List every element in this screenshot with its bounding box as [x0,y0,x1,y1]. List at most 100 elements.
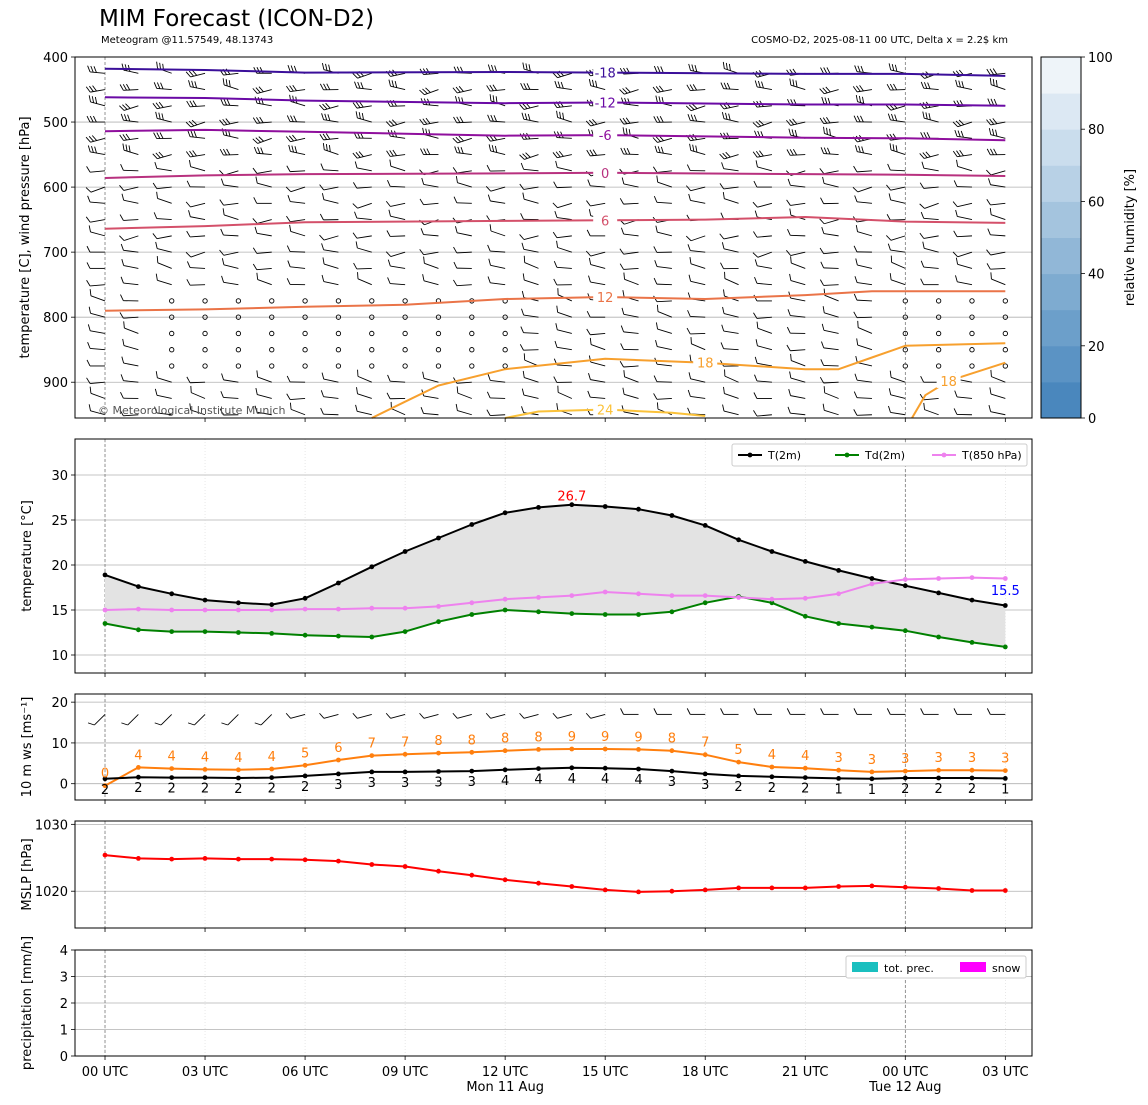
barb-flag [494,65,498,73]
y-tick-label: 700 [43,246,68,261]
barb-flag [819,247,825,254]
wind-barb [219,249,239,256]
wind-barb [352,232,372,239]
barb-staff [790,412,806,416]
wind-barb [386,392,406,400]
mean-value-label: 2 [301,780,309,795]
barb-flag [489,84,494,91]
data-point [102,607,108,613]
barb-flag [726,132,731,139]
barb-flag [354,81,358,89]
barb-flag [128,145,131,153]
mean-value-label: 2 [801,782,809,797]
panel-frame [74,820,1033,929]
wind-barb [488,258,506,269]
barb-flag [419,249,425,256]
barb-flag [986,169,992,176]
barb-flag [719,233,725,240]
wind-barb [320,407,339,416]
wind-barb [286,84,306,93]
barb-flag [792,118,798,125]
barb-staff [457,232,472,237]
barb-staff [757,166,773,172]
barb-flag [826,117,831,124]
barb-flag [186,180,191,188]
barb-staff [824,219,839,225]
calm-wind-marker [369,330,375,337]
wind-barb [285,134,306,143]
barb-flag [686,708,691,715]
mean-value-label: 3 [468,775,476,790]
wind-barb [853,165,872,173]
barb-flag [788,389,791,396]
data-point [936,767,941,773]
barb-flag [619,89,625,95]
wind-barb [786,148,806,156]
barb-flag [919,232,925,239]
wind-barb [152,233,172,240]
wind-barb [986,708,1006,715]
barb-flag [653,246,658,253]
data-point [502,877,508,883]
barb-flag [552,202,558,209]
barb-flag [520,213,524,220]
barb-flag [524,113,528,120]
barb-flag [519,234,525,240]
barb-flag [825,86,831,93]
barb-staff [656,381,672,383]
calm-wind-marker [202,330,208,337]
barb-flag [186,261,191,268]
barb-flag [119,105,125,111]
wind-barb [787,406,806,416]
barb-flag [291,145,294,153]
barb-flag [920,211,925,219]
mean-value-label: 4 [501,774,509,789]
wind-barb [522,192,539,204]
barb-flag [460,147,464,154]
barb-flag [753,312,758,319]
barb-staff [623,365,639,368]
wind-barb [853,391,872,399]
wind-barb [990,369,1006,383]
wind-barb [789,78,806,90]
wind-barb [252,218,272,224]
data-point [469,600,475,606]
barb-flag [555,160,558,168]
wind-barb [186,230,206,238]
data-point [902,628,908,634]
barb-staff [190,121,206,128]
calm-wind-marker [969,363,975,369]
barb-flag [789,119,795,125]
barb-flag [189,403,192,411]
data-point [436,750,441,756]
barb-flag [787,406,791,414]
gust-value-label: 0 [101,767,109,782]
barb-flag [824,97,828,105]
barb-staff [490,282,506,286]
barb-flag [357,272,359,279]
barb-staff [623,331,639,334]
wind-barb [952,149,973,158]
barb-staff [290,100,306,107]
barb-staff [90,151,106,156]
x-tick-label: 18 UTC [682,1065,728,1080]
data-point [336,580,341,586]
gust-value-label: 7 [701,736,709,751]
wind-barb [690,337,706,351]
barb-flag [720,212,724,220]
wind-barb [419,712,439,719]
barb-staff [890,89,906,91]
wind-barb [419,249,439,256]
barb-staff [190,105,206,108]
wind-barb [119,235,139,241]
barb-flag [728,113,731,121]
wind-barb [419,219,439,226]
barb-staff [557,72,572,79]
wind-barb [589,337,606,351]
data-point [202,767,208,772]
wind-barb [486,164,506,172]
barb-staff [290,137,306,143]
barb-flag [657,66,661,73]
barb-flag [389,150,394,157]
